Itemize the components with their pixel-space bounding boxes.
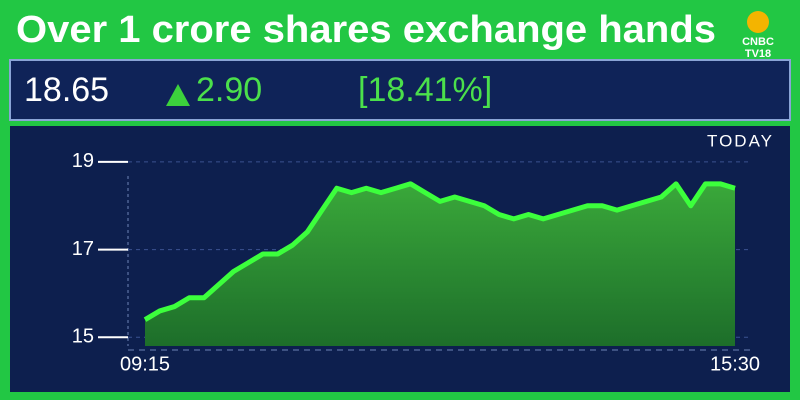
up-arrow [166,84,190,106]
period-label: TODAY [707,131,774,150]
logo-icon [747,11,769,33]
y-tick-label: 17 [72,238,94,260]
chart-title: Over 1 crore shares exchange hands [16,9,716,51]
x-tick-label: 15:30 [710,353,760,375]
logo-channel: TV18 [745,48,771,60]
area [145,183,735,346]
y-tick-label: 19 [72,150,94,172]
line [143,181,736,322]
price: 18.65 [24,71,109,109]
change-pct: [18.41%] [358,71,492,109]
y-tick-label: 15 [72,326,94,348]
logo: CNBC TV18 [742,11,774,60]
change: 2.90 [196,71,262,109]
x-tick-label: 09:15 [120,353,170,375]
ticker-bar [9,59,791,121]
logo-name: CNBC [742,36,774,48]
